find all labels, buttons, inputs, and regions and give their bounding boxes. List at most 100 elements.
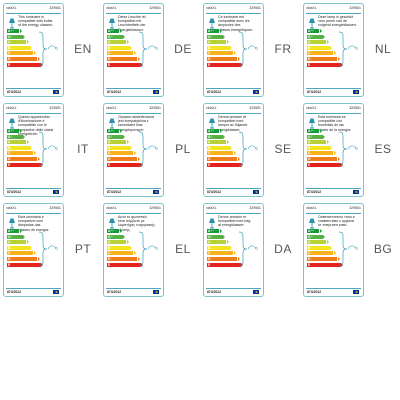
brace-icon [237,131,259,167]
footer-divider [206,88,261,89]
product-code: 329581 [149,206,161,210]
brace-icon [137,31,159,67]
brand-name: vidaXL [306,206,317,210]
energy-bar-sup: ++ [311,129,314,132]
header-divider [306,13,361,14]
lamp-icon [208,116,216,129]
compatibility-text: Αυτό το φωτιστικό είναι συμβατό με λαμπτ… [118,215,156,232]
energy-scale: A ++ A + A B C D E [7,129,45,169]
brace-icon [37,231,59,267]
product-code: 329581 [349,6,361,10]
compatibility-text: Esta luminária é compatível com lâmpadas… [18,215,49,232]
eu-flag-icon [53,90,59,94]
header-divider [6,213,61,214]
energy-scale: A ++ A + A B C D E [307,129,345,169]
energy-bar-2: A [7,140,29,145]
footer-divider [106,188,161,189]
eu-flag-icon [353,90,359,94]
regulation-number: 874/2012 [7,190,22,194]
compatibility-text: Denna armatur är kompatibel med lampor a… [218,115,248,132]
energy-bar-letter: A [208,34,211,39]
header-divider [206,213,261,214]
lamp-icon [108,116,116,129]
energy-bar-5: D [207,257,240,261]
compatibility-text: Осветителното тяло е съвместимо с крушки… [318,215,355,228]
energy-bar-1: A + [107,134,125,139]
energy-bar-letter: E [108,262,111,267]
energy-bar-sup: ++ [11,29,14,32]
energy-bar-0: A ++ [207,129,222,133]
energy-bar-letter: E [8,262,11,267]
energy-bar-sup: ++ [211,29,214,32]
brand-name: vidaXL [106,106,117,110]
energy-bar-letter: A [8,234,11,239]
energy-label: vidaXL 329581 This luminaire is compatible… [3,3,64,97]
label-header: vidaXL 329581 [6,106,61,112]
energy-bar-letter: D [308,157,311,161]
eu-flag-icon [153,90,159,94]
energy-bar-letter: A [208,29,211,33]
eu-flag-icon [253,190,259,194]
label-cell-it: vidaXL 329581 Questo apparecchio d'illumin… [0,100,100,200]
brace-icon [337,31,359,67]
energy-bar-sup: ++ [311,29,314,32]
energy-bar-3: B [307,45,333,50]
energy-label: vidaXL 329581 Deze lamp is geschikt voor p… [303,3,364,97]
energy-bar-6: E [7,62,43,67]
energy-bar-letter: A [108,229,111,233]
label-cell-se: vidaXL 329581 Denna armatur är kompatibel … [200,100,300,200]
compatibility-text: Denne armatur er kompatibel med bag af e… [218,215,251,228]
footer-divider [6,188,61,189]
brand-name: vidaXL [206,106,217,110]
energy-bar-5: D [7,157,40,161]
language-code: NL [374,42,392,56]
eu-flag-icon [253,290,259,294]
eu-flag-icon [153,190,159,194]
energy-scale: A ++ A + A B C D E [107,29,145,69]
energy-bar-0: A ++ [307,29,322,33]
energy-bar-0: A ++ [107,129,122,133]
label-header: vidaXL 329581 [306,6,361,12]
header-divider [106,113,161,114]
product-code: 329581 [249,206,261,210]
label-cell-nl: vidaXL 329581 Deze lamp is geschikt voor p… [300,0,400,100]
lamp-icon [108,16,116,29]
energy-bar-letter: A [108,134,111,139]
footer-divider [306,188,361,189]
energy-label: vidaXL 329581 Αυτό το φωτιστικό είναι συμβ… [103,203,164,297]
language-code: IT [77,142,89,156]
energy-bar-3: B [107,145,133,150]
footer-divider [306,88,361,89]
regulation-number: 874/2012 [107,190,122,194]
energy-bar-letter: E [8,162,11,167]
energy-bar-6: E [307,162,343,167]
energy-bar-letter: B [208,145,211,150]
energy-bar-letter: A [308,29,311,33]
label-header: vidaXL 329581 [206,106,261,112]
energy-scale: A ++ A + A B C D E [7,229,45,269]
energy-bar-1: A + [207,134,225,139]
energy-bar-2: A [107,140,129,145]
energy-bar-1: A + [107,34,125,39]
energy-bar-2: A [207,40,229,45]
energy-bar-1: A + [307,234,325,239]
lamp-icon [8,216,16,229]
header-divider [106,213,161,214]
energy-bar-4: C [207,251,237,256]
energy-bar-letter: C [108,51,111,56]
energy-bar-letter: A [308,34,311,39]
energy-bar-6: E [107,162,143,167]
footer-divider [106,288,161,289]
brace-icon [237,231,259,267]
energy-bar-4: C [307,251,337,256]
language-code: EN [74,42,92,56]
label-cell-es: vidaXL 329581 Esta luminaria es compatible… [300,100,400,200]
energy-bar-letter: E [308,262,311,267]
energy-label: vidaXL 329581 Questo apparecchio d'illumin… [3,103,64,197]
energy-bar-4: C [7,251,37,256]
energy-bar-letter: A [8,134,11,139]
energy-bar-letter: A [8,129,11,133]
energy-bar-0: A ++ [7,129,22,133]
energy-bar-letter: A [308,134,311,139]
energy-bar-letter: A [208,240,211,245]
